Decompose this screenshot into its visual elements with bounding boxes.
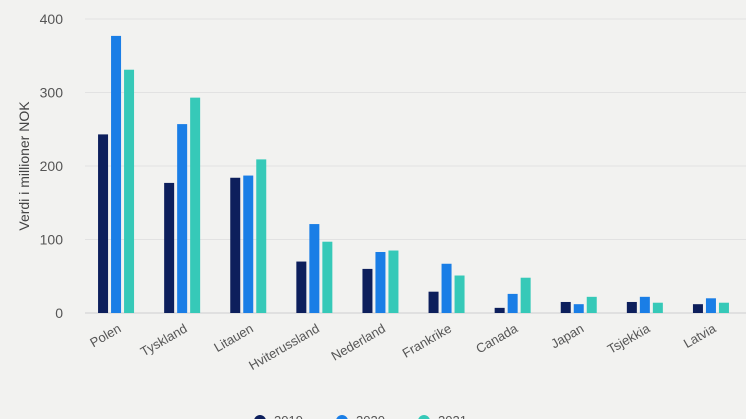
bar-2019-polen <box>98 134 109 313</box>
legend-marker-2020 <box>336 415 348 419</box>
bar-2020-tsjekkia <box>639 296 650 313</box>
y-tick-label: 200 <box>40 158 64 174</box>
x-tick-label: Tyskland <box>138 321 190 360</box>
bar-2021-canada <box>520 277 531 313</box>
x-tick-label: Canada <box>473 320 521 356</box>
bar-2019-litauen <box>230 177 241 313</box>
bar-2020-tyskland <box>177 124 188 313</box>
x-tick-label: Tsjekkia <box>605 320 653 356</box>
bars <box>98 35 729 314</box>
bar-2021-latvia <box>718 302 729 313</box>
bar-2020-polen <box>111 35 122 313</box>
y-axis-ticks: 0 100 200 300 400 <box>40 11 64 321</box>
x-tick-label: Hviterussland <box>246 321 322 373</box>
bar-2021-japan <box>586 296 597 313</box>
x-tick-label: Nederland <box>328 321 387 364</box>
y-tick-label: 0 <box>55 305 63 321</box>
bar-2020-frankrike <box>441 263 452 313</box>
x-tick-label: Frankrike <box>400 321 454 361</box>
y-axis-title: Verdi i millioner NOK <box>16 101 32 231</box>
bar-2021-nederland <box>388 250 399 313</box>
legend-label-2019: 2019 <box>274 413 303 419</box>
bar-2021-frankrike <box>454 275 465 313</box>
bar-2020-latvia <box>705 298 716 313</box>
y-tick-label: 300 <box>40 85 64 101</box>
bar-2019-tyskland <box>164 182 175 313</box>
bar-2020-hviterussland <box>309 224 320 313</box>
legend-label-2021: 2021 <box>438 413 467 419</box>
bar-2020-canada <box>507 293 518 313</box>
bar-2019-frankrike <box>428 291 439 313</box>
legend-marker-2019 <box>254 415 266 419</box>
x-tick-label: Latvia <box>681 320 719 351</box>
bar-2019-nederland <box>362 268 373 313</box>
legend: 2019 2020 2021 <box>254 413 467 419</box>
bar-2020-litauen <box>243 175 254 313</box>
legend-label-2020: 2020 <box>356 413 385 419</box>
bar-2019-japan <box>560 301 571 313</box>
bar-2019-canada <box>494 307 505 313</box>
bar-2021-litauen <box>256 159 267 313</box>
legend-marker-2021 <box>418 415 430 419</box>
bar-2021-polen <box>124 69 135 313</box>
x-tick-label: Japan <box>548 321 586 352</box>
y-tick-label: 100 <box>40 232 64 248</box>
bar-2019-latvia <box>692 304 703 313</box>
x-tick-label: Polen <box>87 321 123 351</box>
bar-2021-tsjekkia <box>652 302 663 313</box>
bar-2019-tsjekkia <box>626 301 637 313</box>
bar-2020-nederland <box>375 251 386 313</box>
bar-2020-japan <box>573 304 584 313</box>
x-tick-label: Litauen <box>211 321 255 355</box>
y-tick-label: 400 <box>40 11 64 27</box>
bar-2021-hviterussland <box>322 241 333 313</box>
bar-2019-hviterussland <box>296 261 307 313</box>
bar-2021-tyskland <box>190 97 201 314</box>
